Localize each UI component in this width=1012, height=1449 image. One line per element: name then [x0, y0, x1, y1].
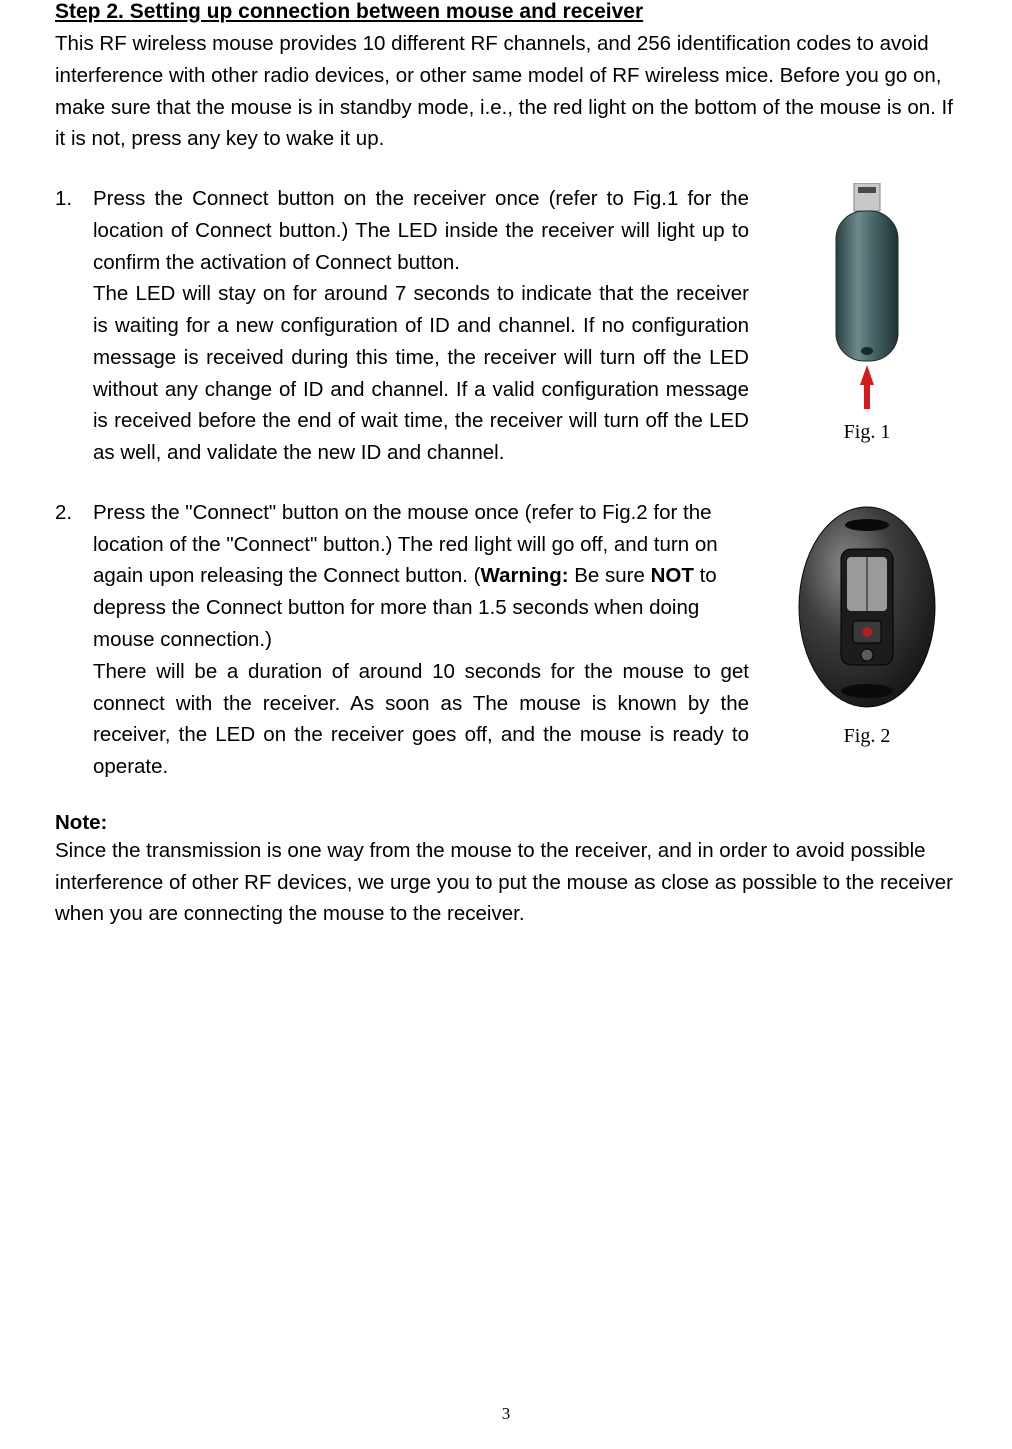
figure1-caption: Fig. 1 — [844, 421, 891, 444]
note-body: Since the transmission is one way from t… — [55, 835, 957, 930]
warning-label: Warning: — [481, 564, 569, 587]
item1-number: 1. — [55, 183, 93, 469]
item1-text: 1. Press the Connect button on the recei… — [55, 183, 749, 469]
not-label: NOT — [651, 564, 694, 587]
item2-row: 2. Press the "Connect" button on the mou… — [55, 497, 957, 783]
step-heading: Step 2. Setting up connection between mo… — [55, 0, 957, 24]
note-section: Note: Since the transmission is one way … — [55, 811, 957, 930]
mouse-bottom-icon — [787, 497, 947, 717]
figure2-container: Fig. 2 — [777, 497, 957, 783]
figure1-container: Fig. 1 — [777, 183, 957, 469]
item1-p2: The LED will stay on for around 7 second… — [93, 278, 749, 469]
page-number: 3 — [0, 1404, 1012, 1424]
note-label: Note: — [55, 811, 957, 835]
item2-p1: Press the "Connect" button on the mouse … — [93, 497, 749, 656]
item2-number: 2. — [55, 497, 93, 783]
item2-p2: There will be a duration of around 10 se… — [93, 656, 749, 783]
intro-paragraph: This RF wireless mouse provides 10 diffe… — [55, 28, 957, 155]
receiver-icon — [812, 183, 922, 413]
figure2-caption: Fig. 2 — [844, 725, 891, 748]
item1-p1: Press the Connect button on the receiver… — [93, 183, 749, 278]
item2-text: 2. Press the "Connect" button on the mou… — [55, 497, 749, 783]
item1-row: 1. Press the Connect button on the recei… — [55, 183, 957, 469]
